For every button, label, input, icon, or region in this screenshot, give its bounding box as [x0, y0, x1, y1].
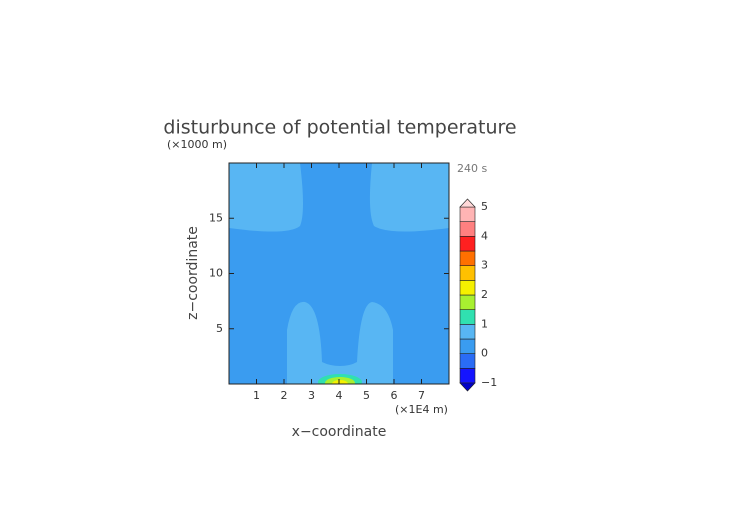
x-tick-label: 5 [363, 389, 370, 402]
colorbar-band [459, 353, 476, 369]
colorbar-tick-label: 3 [481, 259, 488, 272]
x-tick-label: 6 [391, 389, 398, 402]
contour-band [332, 380, 348, 384]
colorbar-band [459, 236, 476, 252]
colorbar-tick-label: 1 [481, 317, 488, 330]
colorbar-band [459, 294, 476, 310]
colorbar-tick-label: 4 [481, 229, 488, 242]
x-tick-label: 4 [336, 389, 343, 402]
x-tick-label: 7 [418, 389, 425, 402]
chart-title: disturbunce of potential temperature [163, 117, 516, 139]
colorbar-tick-label: 5 [481, 200, 488, 213]
x-tick-label: 3 [308, 389, 315, 402]
colorbar-band [459, 338, 476, 354]
time-label: 240 s [457, 162, 487, 175]
colorbar-band [459, 324, 476, 340]
colorbar-under [459, 382, 476, 392]
colorbar-band [459, 221, 476, 237]
contour-band [369, 163, 449, 232]
colorbar-band [459, 206, 476, 222]
y-unit: (×1000 m) [167, 138, 227, 151]
colorbar-band [459, 250, 476, 266]
x-tick-label: 2 [281, 389, 288, 402]
colorbar-tick-label: −1 [481, 376, 497, 389]
colorbar-band [459, 368, 476, 384]
colorbar-tick-label: 0 [481, 347, 488, 360]
colorbar-band [459, 265, 476, 281]
y-tick-label: 15 [209, 211, 223, 224]
y-tick-label: 10 [209, 267, 223, 280]
colorbar-band [459, 309, 476, 325]
contour-field [229, 163, 449, 384]
contour-band [229, 163, 303, 232]
colorbar-band [459, 280, 476, 296]
y-tick-label: 5 [216, 322, 223, 335]
x-unit: (×1E4 m) [395, 403, 448, 416]
x-tick-label: 1 [253, 389, 260, 402]
colorbar-over [459, 198, 476, 208]
x-axis-label: x−coordinate [292, 424, 387, 440]
colorbar-tick-label: 2 [481, 288, 488, 301]
y-axis-label: z−coordinate [185, 226, 201, 320]
contour-band [287, 301, 393, 384]
